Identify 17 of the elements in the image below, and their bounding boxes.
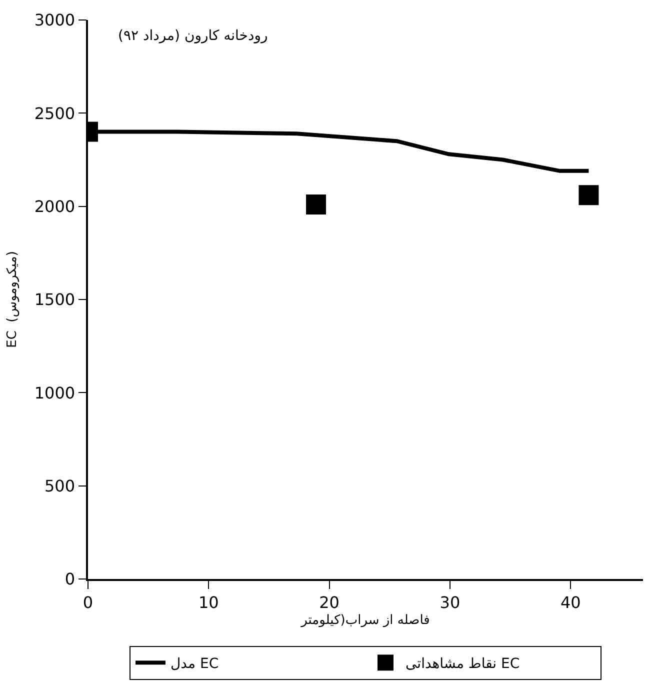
x-axis-title: فاصله از سراب(کیلومتر <box>300 613 430 628</box>
y-tick-label: 0 <box>64 570 76 589</box>
x-tick-label: 30 <box>440 592 460 612</box>
x-tick-label: 0 <box>82 592 94 612</box>
y-tick-label: 1000 <box>34 383 76 402</box>
legend-label: نقاط مشاهداتی EC <box>406 656 520 672</box>
legend-label: مدل EC <box>170 656 219 672</box>
x-tick-label: 10 <box>198 592 219 612</box>
y-tick-label: 3000 <box>34 10 76 30</box>
y-tick-label: 500 <box>44 476 76 496</box>
x-tick-label: 20 <box>319 592 340 612</box>
x-tick-label: 40 <box>560 592 581 612</box>
y-axis-title: EC (میکروموس) <box>4 251 20 348</box>
y-tick-label: 1500 <box>34 290 76 310</box>
text: رودخانه کارون (مرداد ۹۲) <box>118 28 268 44</box>
y-tick-label: 2000 <box>34 196 76 216</box>
y-tick-label: 2500 <box>34 104 76 123</box>
